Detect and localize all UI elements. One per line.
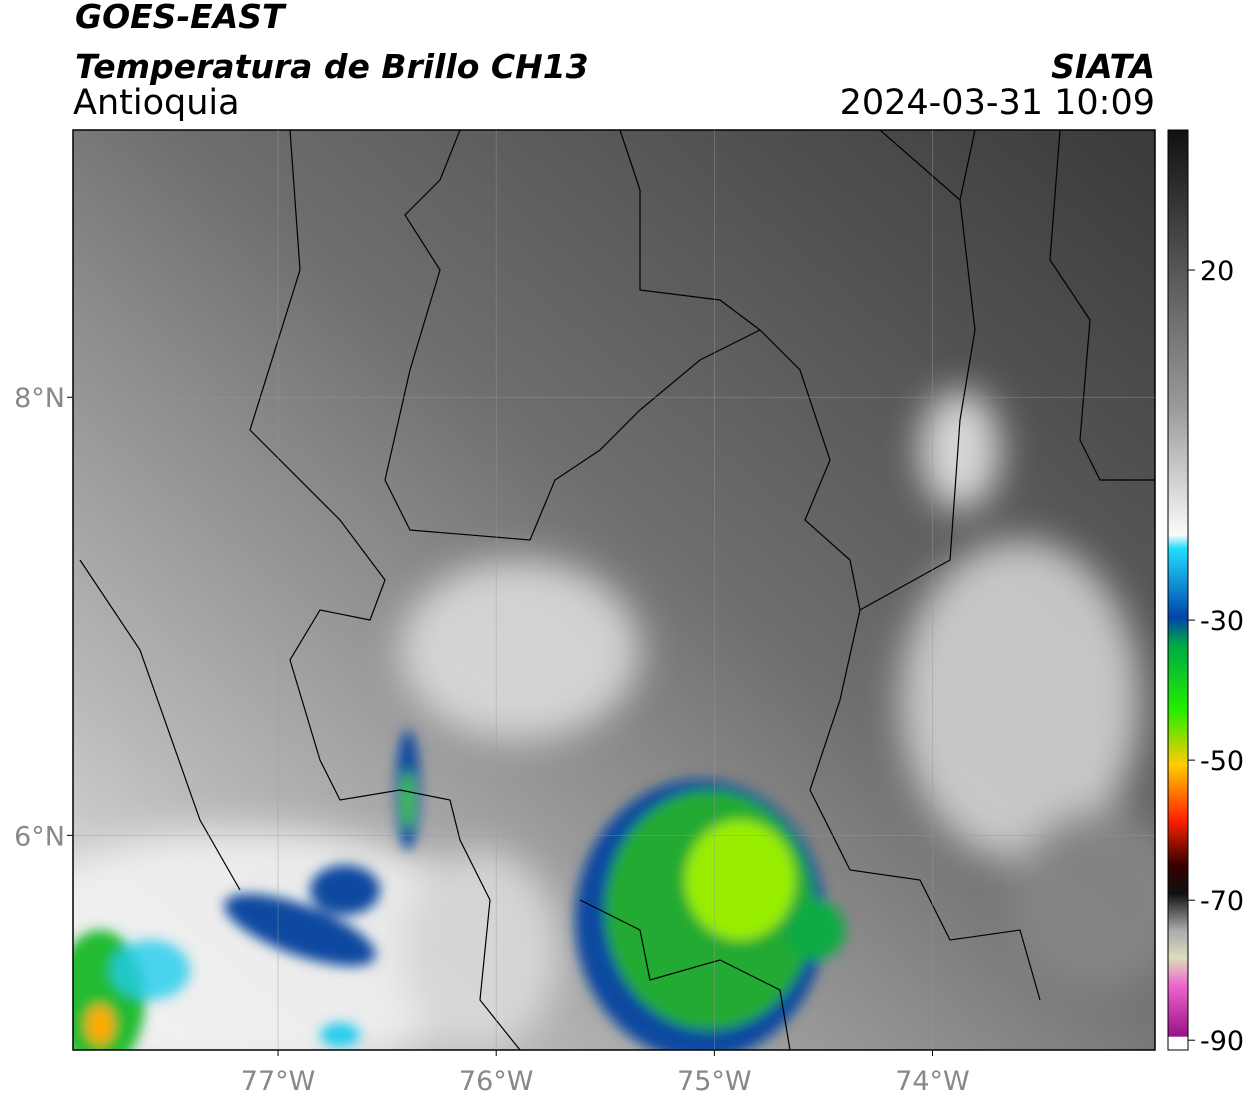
x-tick-label: 75°W xyxy=(677,1066,752,1097)
colorbar-tick-label: -30 xyxy=(1200,606,1244,637)
colorbar-tick-label: -90 xyxy=(1200,1026,1244,1057)
colorbar-tick-label: 20 xyxy=(1200,256,1234,287)
y-tick-label: 8°N xyxy=(14,383,65,414)
datetime: 2024-03-31 10:09 xyxy=(840,83,1155,123)
colorbar-tick-label: -70 xyxy=(1200,886,1244,917)
x-tick-label: 74°W xyxy=(895,1066,970,1097)
x-tick-label: 76°W xyxy=(459,1066,534,1097)
colorbar-tick-label: -50 xyxy=(1200,746,1244,777)
title: GOES-EAST xyxy=(75,0,287,36)
map-frame xyxy=(72,129,1156,1051)
region: Antioquia xyxy=(73,83,240,123)
x-tick-label: 77°W xyxy=(241,1066,316,1097)
satellite-image xyxy=(73,130,1155,1050)
colorbar xyxy=(1167,129,1189,1051)
y-tick-label: 6°N xyxy=(14,821,65,852)
source: SIATA xyxy=(1051,47,1155,86)
subtitle: Temperatura de Brillo CH13 xyxy=(75,47,589,86)
